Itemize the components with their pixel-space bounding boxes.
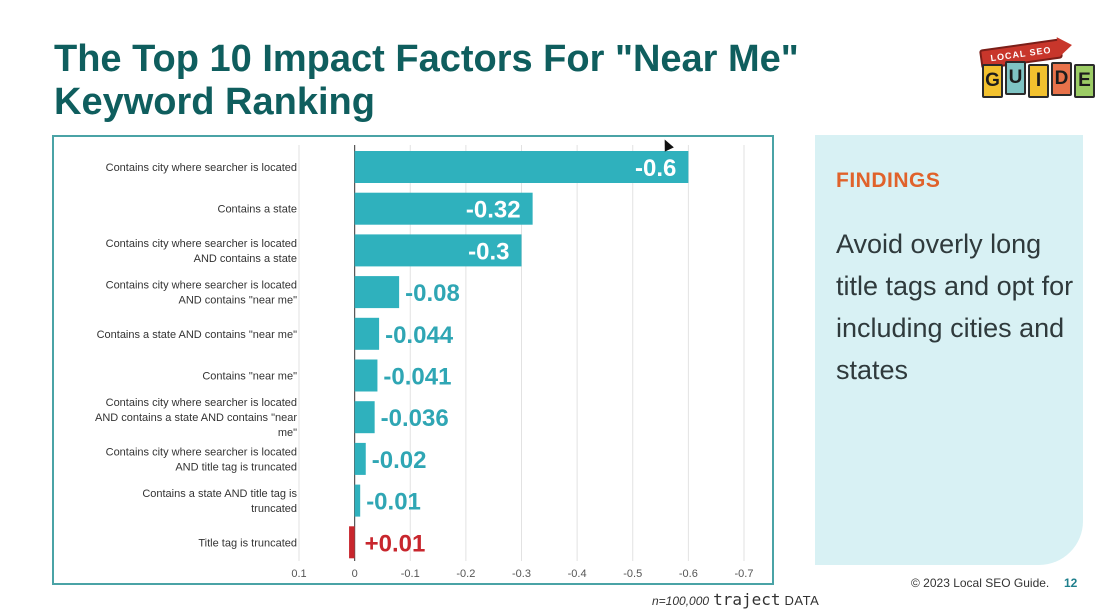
- findings-heading: FINDINGS: [836, 169, 941, 192]
- data-label: -0.32: [466, 197, 521, 224]
- category-label: AND contains a state AND contains "near: [95, 412, 297, 424]
- category-label: Contains city where searcher is located: [106, 162, 297, 174]
- data-label: +0.01: [365, 530, 426, 557]
- data-label: -0.02: [372, 447, 427, 474]
- category-label: Contains city where searcher is located: [106, 238, 297, 250]
- bar: [354, 484, 361, 517]
- x-tick-label: 0.1: [291, 568, 306, 580]
- impact-factors-chart: 0.1 0 -0.1 -0.2 -0.3 -0.4 -0.5 -0.6 -0.7 -0.6 Cont…: [95, 145, 754, 580]
- logo-arrow-icon: [1056, 35, 1074, 57]
- x-tick-label: -0.1: [401, 568, 420, 580]
- logo-letter: D: [1051, 62, 1072, 96]
- category-label: Title tag is truncated: [198, 537, 297, 549]
- traject-logo-suffix: DATA: [784, 593, 820, 608]
- data-label: -0.01: [366, 489, 421, 516]
- data-label: -0.044: [385, 322, 454, 349]
- data-label: -0.08: [405, 280, 460, 307]
- data-label: -0.3: [468, 238, 509, 265]
- category-label: Contains a state AND contains "near me": [97, 329, 298, 341]
- bar: [354, 276, 400, 309]
- source-credit: n=100,000 traject DATA: [652, 590, 819, 609]
- bar: [354, 234, 522, 267]
- sample-size: n=100,000: [652, 594, 710, 608]
- footer-copyright: © 2023 Local SEO Guide.: [911, 576, 1050, 590]
- logo-letter: I: [1028, 64, 1049, 98]
- x-tick-label: -0.6: [679, 568, 698, 580]
- category-label: AND contains "near me": [179, 295, 298, 307]
- x-tick-label: -0.2: [456, 568, 475, 580]
- logo-guide-letters: G U I D E: [982, 61, 1095, 98]
- category-label: truncated: [251, 503, 297, 515]
- category-label: me": [278, 427, 297, 439]
- slide-title: The Top 10 Impact Factors For "Near Me" …: [54, 38, 799, 123]
- x-tick-label: -0.7: [735, 568, 754, 580]
- category-label: Contains "near me": [202, 371, 297, 383]
- x-tick-label: -0.4: [568, 568, 587, 580]
- x-tick-label: 0: [352, 568, 358, 580]
- category-label: Contains city where searcher is located: [106, 397, 297, 409]
- category-label: Contains city where searcher is located: [106, 280, 297, 292]
- data-label: -0.6: [635, 155, 676, 182]
- data-label: -0.041: [383, 364, 451, 391]
- x-tick-label: -0.3: [512, 568, 531, 580]
- bar: [354, 151, 689, 183]
- bar: [354, 317, 380, 350]
- chart-frame: 0.1 0 -0.1 -0.2 -0.3 -0.4 -0.5 -0.6 -0.7 -0.6 Cont…: [52, 135, 774, 585]
- x-tick-label: -0.5: [623, 568, 642, 580]
- category-label: Contains city where searcher is located: [106, 446, 297, 458]
- data-label: -0.036: [381, 405, 449, 432]
- category-label: AND title tag is truncated: [175, 461, 297, 473]
- category-label: Contains a state AND title tag is: [142, 488, 297, 500]
- bar: [354, 401, 375, 434]
- logo-letter: U: [1005, 61, 1026, 95]
- logo-letter: G: [982, 64, 1003, 98]
- findings-panel: FINDINGS Avoid overly long title tags an…: [815, 135, 1083, 565]
- bar: [354, 192, 533, 225]
- category-label: AND contains a state: [194, 253, 297, 265]
- bar: [354, 359, 378, 392]
- logo-letter: E: [1074, 64, 1095, 98]
- page-number: 12: [1064, 576, 1078, 590]
- local-seo-guide-logo: LOCAL SEO G U I D E: [972, 35, 1095, 102]
- bar: [354, 442, 366, 475]
- bar: [349, 526, 355, 559]
- findings-body: Avoid overly long title tags and opt for…: [836, 229, 1074, 385]
- traject-logo-text: traject: [713, 590, 781, 609]
- category-label: Contains a state: [218, 204, 298, 216]
